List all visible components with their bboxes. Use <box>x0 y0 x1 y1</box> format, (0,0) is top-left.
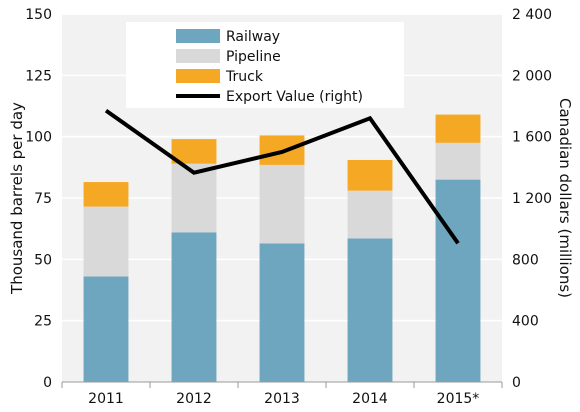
bar-truck-0 <box>83 182 129 207</box>
y-tick-label: 0 <box>43 375 52 391</box>
legend-swatch-railway <box>176 29 220 43</box>
x-tick-label: 2015* <box>437 391 480 407</box>
bar-pipeline-0 <box>83 206 129 277</box>
bar-railway-0 <box>83 276 129 382</box>
bar-pipeline-4 <box>435 142 481 180</box>
bar-railway-1 <box>171 232 217 382</box>
legend-label: Railway <box>226 29 280 45</box>
y2-axis-title: Canadian dollars (millions) <box>556 98 574 298</box>
y2-tick-label: 1 200 <box>512 191 552 207</box>
bar-pipeline-2 <box>259 164 305 244</box>
x-tick-label: 2013 <box>264 391 300 407</box>
y-tick-label: 125 <box>25 68 52 84</box>
bar-pipeline-1 <box>171 163 217 233</box>
y-tick-label: 100 <box>25 130 52 146</box>
legend-label: Pipeline <box>226 49 281 65</box>
bar-pipeline-3 <box>347 190 393 239</box>
y-tick-label: 50 <box>34 252 52 268</box>
y-axis-title: Thousand barrels per day <box>8 102 26 295</box>
y2-tick-label: 2 000 <box>512 68 552 84</box>
x-tick-label: 2012 <box>176 391 212 407</box>
legend-swatch-pipeline <box>176 49 220 63</box>
legend-label: Export Value (right) <box>226 89 363 105</box>
y-tick-label: 150 <box>25 7 52 23</box>
legend-label: Truck <box>225 69 264 85</box>
bar-railway-4 <box>435 179 481 382</box>
bar-railway-2 <box>259 243 305 382</box>
y-tick-label: 75 <box>34 191 52 207</box>
x-tick-label: 2011 <box>88 391 124 407</box>
y2-tick-label: 400 <box>512 314 539 330</box>
export-line <box>104 108 460 245</box>
legend-swatch-truck <box>176 69 220 83</box>
axes: 0 25 50 75 100 125 150 0 400 800 1 200 1 600 2 000 2 … <box>25 7 552 407</box>
legend-background <box>126 22 404 108</box>
export-value-line <box>104 108 460 245</box>
legend: Railway Pipeline Truck Export Value (right) <box>126 22 404 108</box>
y2-tick-label: 2 400 <box>512 7 552 23</box>
x-tick-label: 2014 <box>352 391 388 407</box>
y-tick-label: 25 <box>34 314 52 330</box>
bar-truck-3 <box>347 159 393 191</box>
bar-truck-4 <box>435 114 481 143</box>
y2-tick-label: 0 <box>512 375 521 391</box>
bar-truck-1 <box>171 139 217 164</box>
y2-tick-label: 1 600 <box>512 130 552 146</box>
y2-tick-label: 800 <box>512 252 539 268</box>
bar-railway-3 <box>347 238 393 382</box>
bars <box>83 114 481 382</box>
